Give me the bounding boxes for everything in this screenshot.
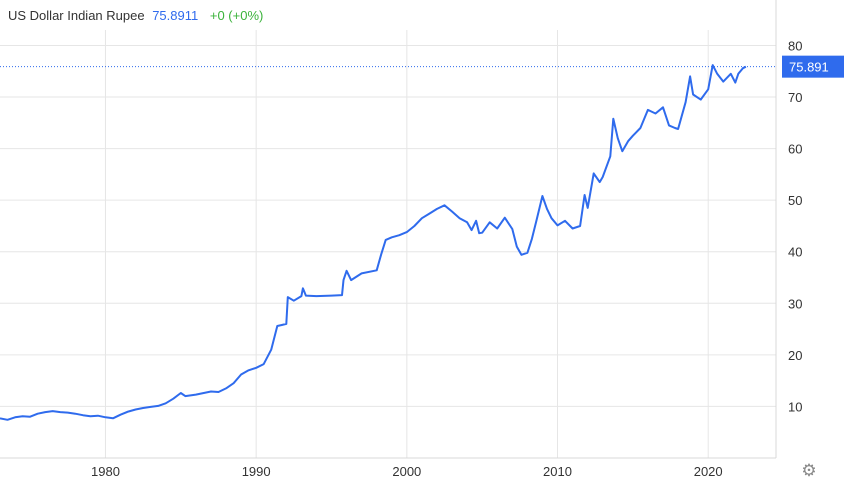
last-value-badge-label: 75.891 bbox=[789, 60, 829, 75]
gear-icon[interactable]: ⚙ bbox=[801, 461, 817, 480]
y-tick-label: 40 bbox=[788, 245, 802, 260]
y-tick-label: 70 bbox=[788, 90, 802, 105]
x-tick-label: 2000 bbox=[392, 464, 421, 479]
y-tick-label: 80 bbox=[788, 38, 802, 53]
x-tick-label: 2010 bbox=[543, 464, 572, 479]
chart-legend: US Dollar Indian Rupee 75.8911 +0 (+0%) bbox=[8, 8, 263, 23]
legend-symbol: US Dollar Indian Rupee bbox=[8, 8, 145, 23]
y-tick-label: 10 bbox=[788, 399, 802, 414]
y-axis: 10 20 30 40 50 60 70 80 bbox=[788, 38, 802, 414]
legend-change: +0 (+0%) bbox=[209, 8, 264, 23]
x-axis: 1980 1990 2000 2010 2020 bbox=[91, 464, 723, 479]
grid-lines bbox=[0, 0, 777, 459]
series-line bbox=[0, 64, 747, 421]
y-tick-label: 50 bbox=[788, 193, 802, 208]
last-value-badge: 75.891 bbox=[782, 55, 844, 78]
x-tick-label: 1980 bbox=[91, 464, 120, 479]
legend-price: 75.8911 bbox=[152, 8, 199, 23]
y-tick-label: 20 bbox=[788, 348, 802, 363]
y-tick-label: 30 bbox=[788, 296, 802, 311]
x-tick-label: 1990 bbox=[242, 464, 271, 479]
y-tick-label: 60 bbox=[788, 142, 802, 157]
last-value-badge-box bbox=[782, 55, 844, 78]
x-tick-label: 2020 bbox=[694, 464, 723, 479]
